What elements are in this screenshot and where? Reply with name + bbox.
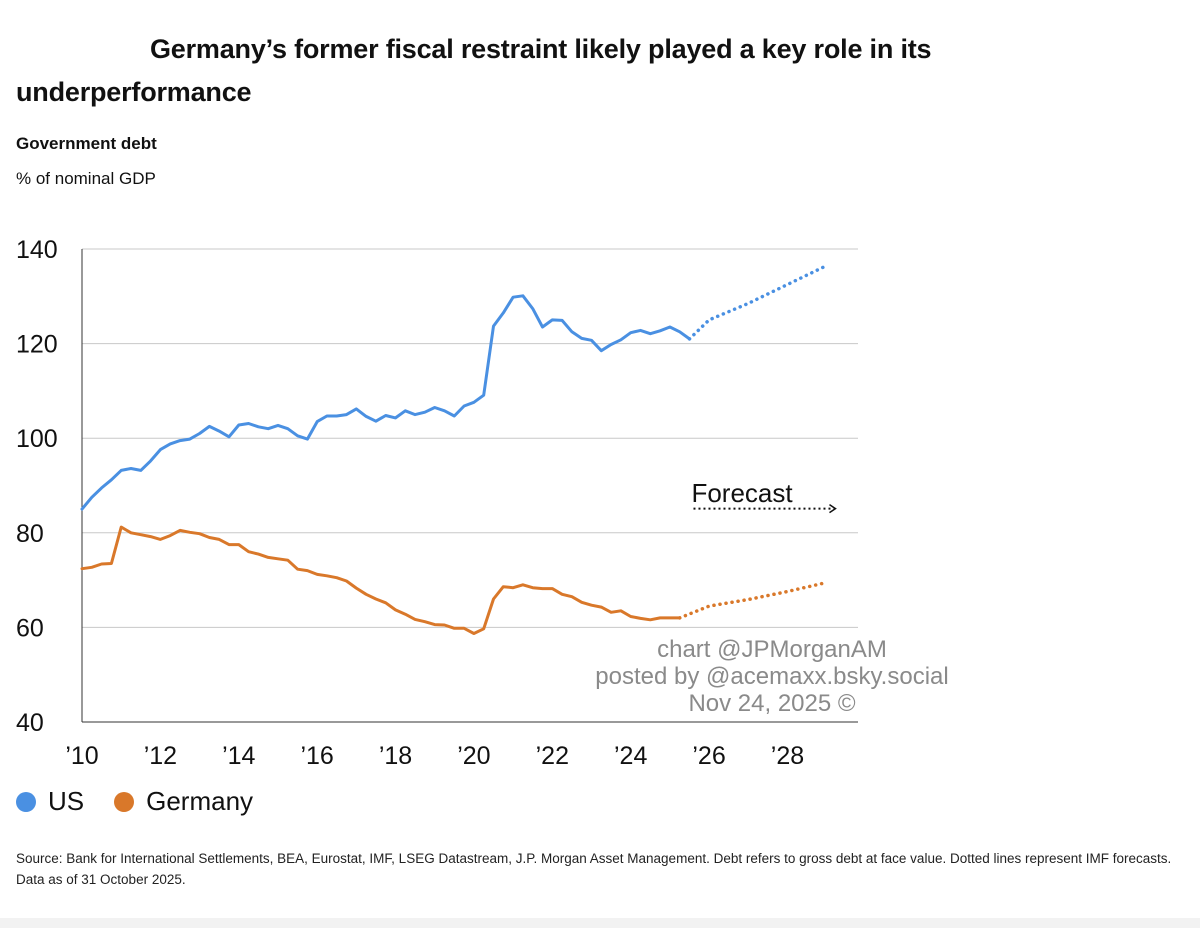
legend-item-us: US: [16, 786, 84, 817]
y-axis-ticks: 40 60 80 100 120 140: [16, 236, 58, 737]
x-tick-label-2020: ’20: [457, 742, 490, 770]
legend-label-us: US: [48, 786, 85, 816]
chart-title: Germany’s former fiscal restraint likely…: [16, 34, 932, 107]
forecast-arrow-head: [829, 504, 837, 514]
watermark: chart @JPMorganAM posted by @acemaxx.bsk…: [560, 636, 984, 717]
y-tick-label-60: 60: [16, 614, 44, 642]
x-tick-label-2014: ’14: [222, 742, 255, 770]
y-tick-label-140: 140: [16, 236, 58, 264]
forecast-label: Forecast: [691, 478, 793, 508]
legend-label-germany: Germany: [146, 786, 254, 816]
line-chart: 40 60 80 100 120 140 ’10 ’12 ’14 ’16 ’18 ’20 ’22 ’24…: [16, 236, 858, 770]
series-lines: [80, 263, 829, 635]
x-tick-label-2018: ’18: [379, 742, 412, 770]
y-tick-label-120: 120: [16, 331, 58, 359]
legend-marker-us: [16, 791, 36, 812]
x-axis-ticks: ’10 ’12 ’14 ’16 ’18 ’20 ’22 ’24 ’26 ’28: [65, 742, 804, 770]
series-line-germany: [80, 525, 682, 635]
y-tick-label-100: 100: [16, 425, 58, 453]
unit-label: % of nominal GDP: [16, 169, 156, 188]
x-tick-label-2010: ’10: [65, 742, 98, 770]
series-forecast-germany: [677, 580, 829, 620]
watermark-line-2: posted by @acemaxx.bsky.social: [595, 663, 949, 690]
x-tick-label-2024: ’24: [614, 742, 647, 770]
legend: US Germany: [16, 786, 283, 817]
chart-subtitle: Government debt: [16, 134, 157, 153]
bottom-strip: [0, 918, 1200, 928]
x-tick-label-2026: ’26: [692, 742, 725, 770]
x-tick-label-2012: ’12: [144, 742, 177, 770]
legend-marker-germany: [114, 791, 135, 812]
forecast-annotation: Forecast: [691, 478, 837, 514]
x-tick-label-2016: ’16: [300, 742, 333, 770]
x-tick-label-2022: ’22: [536, 742, 569, 770]
y-tick-label-80: 80: [16, 520, 44, 548]
y-tick-label-40: 40: [16, 709, 44, 737]
series-forecast-us: [687, 263, 829, 341]
watermark-line-1: chart @JPMorganAM: [657, 636, 887, 663]
legend-item-germany: Germany: [114, 786, 253, 817]
watermark-line-3: Nov 24, 2025 ©: [688, 690, 856, 717]
source-note: Source: Bank for International Settlemen…: [16, 851, 1172, 887]
grid-lines: [82, 248, 858, 628]
series-line-us: [80, 294, 691, 511]
x-tick-label-2028: ’28: [771, 742, 804, 770]
